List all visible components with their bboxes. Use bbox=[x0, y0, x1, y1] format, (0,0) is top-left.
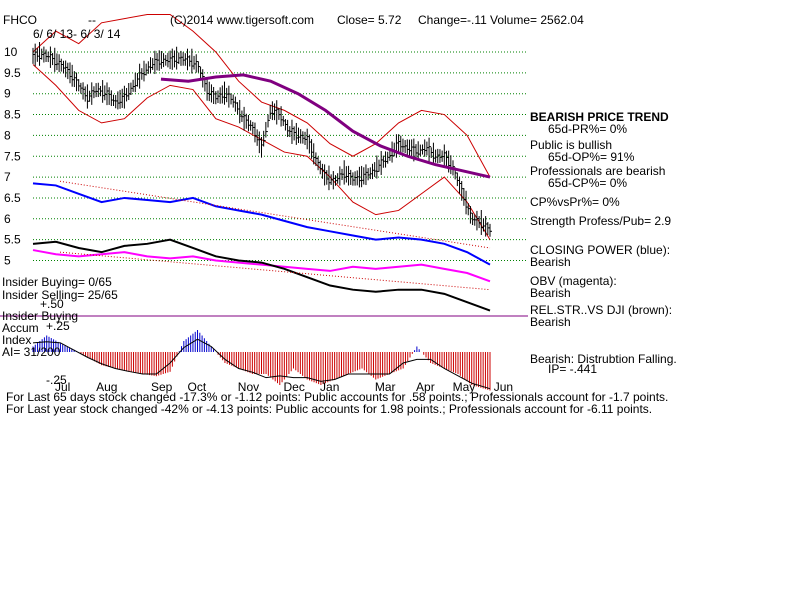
index-label: Index bbox=[2, 333, 32, 347]
y-tick-label: 7 bbox=[4, 170, 11, 184]
y-tick-label: 5.5 bbox=[4, 233, 21, 247]
professionals-status: Professionals are bearish bbox=[530, 164, 666, 178]
ip-value: IP= -.441 bbox=[548, 362, 598, 376]
y-tick-label: 9 bbox=[4, 87, 11, 101]
accum-plus50: +.50 bbox=[40, 297, 64, 311]
x-tick-label: Dec bbox=[283, 380, 304, 394]
accum-label: Accum bbox=[2, 321, 39, 335]
insider-buying: Insider Buying= 0/65 bbox=[2, 275, 112, 289]
strength-ratio: Strength Profess/Pub= 2.9 bbox=[530, 214, 672, 228]
cp-vs-pr: CP%vsPr%= 0% bbox=[530, 195, 620, 209]
bands bbox=[32, 13, 491, 240]
insider-buying-label: Insider Buying bbox=[2, 309, 79, 323]
cp-trendline bbox=[59, 180, 491, 249]
upper-band-line bbox=[32, 13, 491, 178]
x-tick-label: Jan bbox=[320, 380, 339, 394]
public-status: Public is bullish bbox=[530, 138, 613, 152]
accum-smooth-line bbox=[32, 338, 491, 390]
obv-value: Bearish bbox=[530, 286, 571, 300]
x-tick-label: Jul bbox=[55, 380, 70, 394]
close-value: Close= 5.72 bbox=[337, 13, 402, 27]
closing-power-value: Bearish bbox=[530, 255, 571, 269]
footer-year: For Last year stock changed -42% or -4.1… bbox=[6, 402, 653, 416]
volume-value: Volume= 2562.04 bbox=[490, 13, 584, 27]
y-tick-label: 6 bbox=[4, 212, 11, 226]
x-tick-label: Apr bbox=[416, 380, 435, 394]
rel-str-label: REL.STR..VS DJI (brown): bbox=[530, 303, 673, 317]
y-tick-label: 9.5 bbox=[4, 66, 21, 80]
x-tick-label: Nov bbox=[238, 380, 259, 394]
x-tick-label: Sep bbox=[151, 380, 173, 394]
x-tick-label: Oct bbox=[188, 380, 207, 394]
copyright-text: (C)2014 www.tigersoft.com bbox=[170, 13, 315, 27]
trend-ma-line bbox=[160, 73, 491, 179]
change-value: Change=-.11 bbox=[418, 13, 487, 27]
y-tick-label: 10 bbox=[4, 45, 18, 59]
x-tick-label: May bbox=[453, 380, 476, 394]
accum-minus25: -.25 bbox=[46, 373, 67, 387]
insider-selling: Insider Selling= 25/65 bbox=[2, 288, 118, 302]
op-pct: 65d-OP%= 91% bbox=[548, 150, 635, 164]
closing-power-label: CLOSING POWER (blue): bbox=[530, 243, 671, 257]
rel-str-value: Bearish bbox=[530, 315, 571, 329]
ai-value: AI= 31/200 bbox=[2, 345, 61, 359]
x-tick-label: Aug bbox=[96, 380, 117, 394]
x-tick-label: Jun bbox=[494, 380, 513, 394]
y-tick-label: 7.5 bbox=[4, 149, 21, 163]
accum-index-histogram bbox=[32, 330, 491, 391]
cp-pct: 65d-CP%= 0% bbox=[548, 176, 628, 190]
closing-power-line bbox=[32, 182, 491, 266]
y-tick-label: 5 bbox=[4, 254, 11, 268]
accum-note: Bearish: Distrubtion Falling. bbox=[530, 352, 677, 366]
date-range: 6/ 6/ 13- 6/ 3/ 14 bbox=[33, 27, 121, 41]
y-tick-label: 8 bbox=[4, 128, 11, 142]
header-dashes: -- bbox=[88, 13, 96, 27]
pr-pct: 65d-PR%= 0% bbox=[548, 122, 628, 136]
trend-title: BEARISH PRICE TREND bbox=[530, 110, 669, 124]
ticker-symbol: FHCO bbox=[3, 13, 37, 27]
axis-labels: 10 9.5 9 8.5 8 7.5 7 6.5 6 5.5 5 Jul Aug Sep Oct Nov Dec… bbox=[4, 45, 513, 394]
obv-line bbox=[32, 249, 491, 283]
obv-trendline bbox=[59, 251, 491, 291]
obv-label: OBV (magenta): bbox=[530, 274, 617, 288]
rel-str-line bbox=[32, 238, 491, 312]
accum-plus25: +.25 bbox=[46, 319, 70, 333]
x-tick-label: Mar bbox=[375, 380, 396, 394]
price-bars bbox=[32, 42, 492, 237]
y-tick-label: 6.5 bbox=[4, 191, 21, 205]
indicator-lines bbox=[0, 73, 528, 317]
y-tick-label: 8.5 bbox=[4, 108, 21, 122]
footer-65day: For Last 65 days stock changed -17.3% or… bbox=[6, 390, 669, 404]
